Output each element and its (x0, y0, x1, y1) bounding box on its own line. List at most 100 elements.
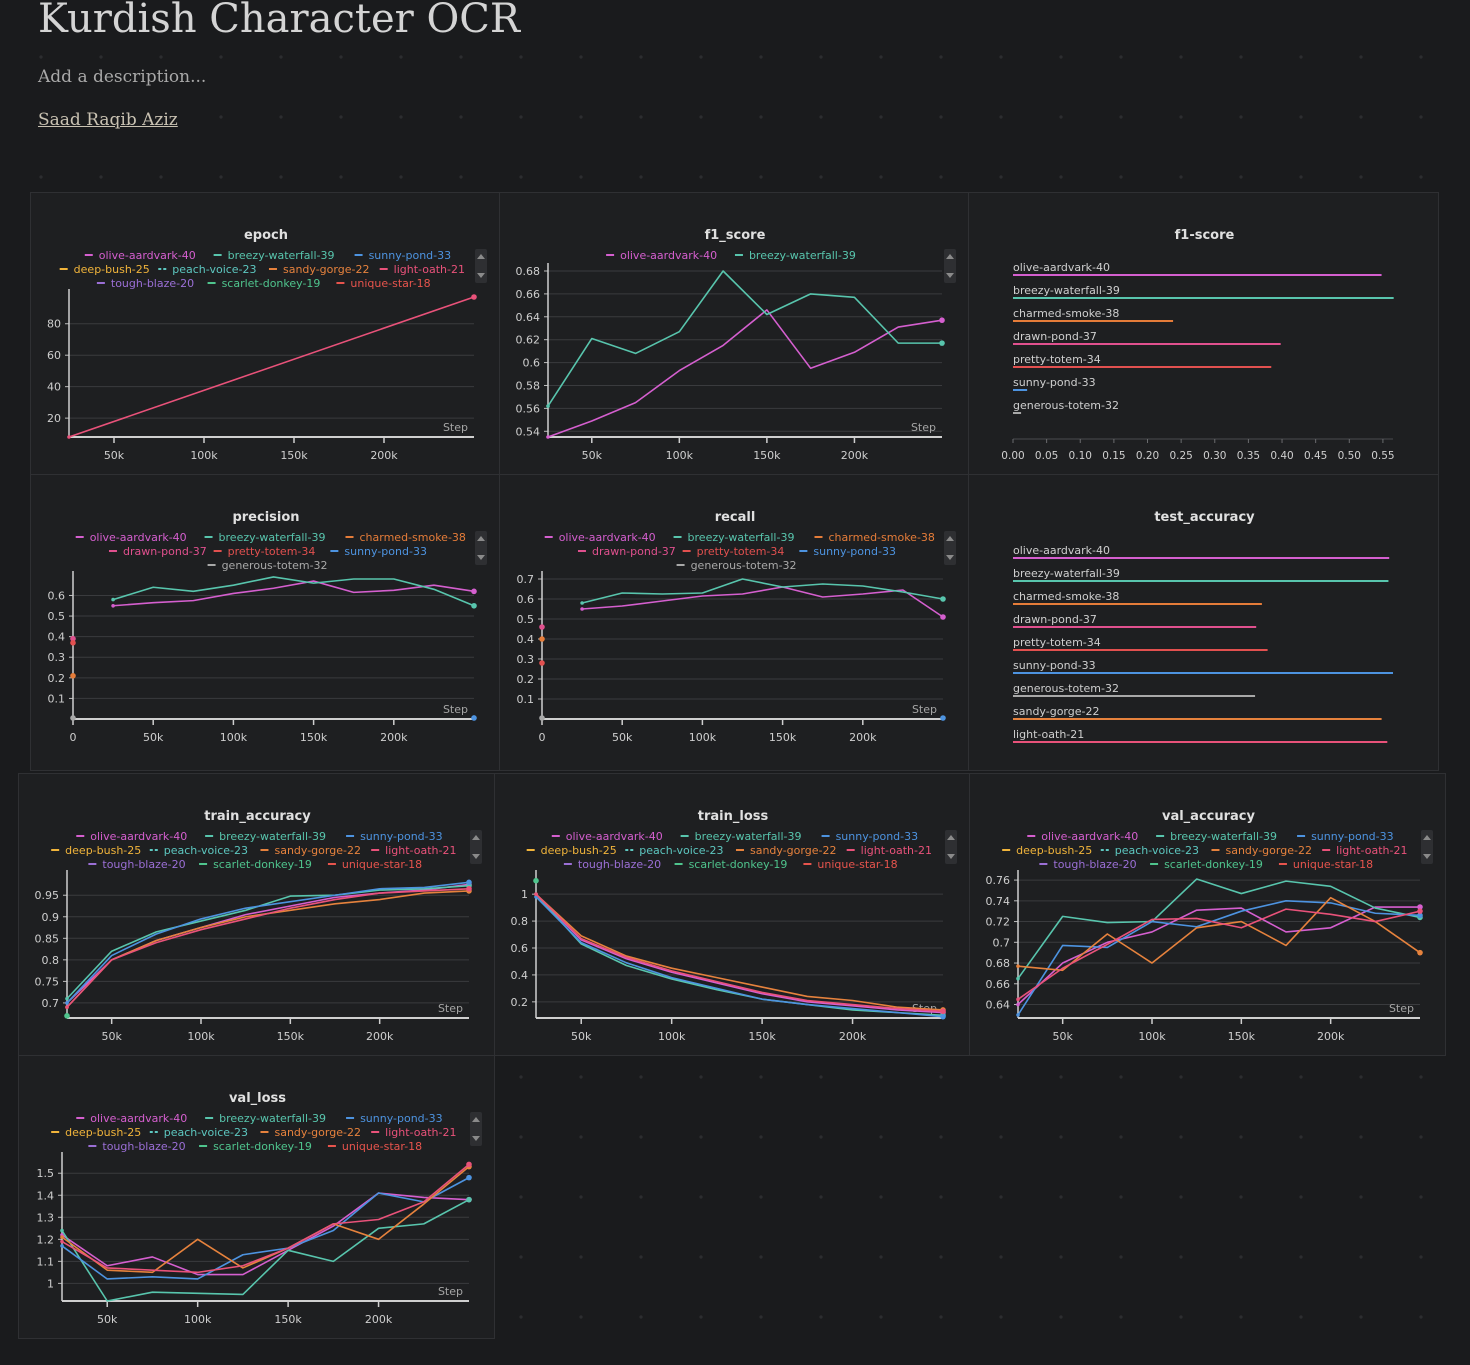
legend-item-light-oath-21[interactable]: light-oath-21 (385, 844, 456, 857)
legend-item-tough-blaze-20[interactable]: tough-blaze-20 (578, 858, 661, 871)
legend-item-scarlet-donkey-19[interactable]: scarlet-donkey-19 (689, 858, 788, 871)
series-point-sandy-gorge-22[interactable] (1016, 964, 1020, 968)
series-point-sunny-pond-33[interactable] (65, 1001, 69, 1005)
legend-item-charmed-smoke-38[interactable]: charmed-smoke-38 (829, 531, 935, 544)
legend-item-sunny-pond-33[interactable]: sunny-pond-33 (360, 1112, 443, 1125)
series-point-olive-aardvark-40[interactable] (1016, 1002, 1020, 1007)
series-point-drawn-pond-37[interactable] (70, 635, 76, 642)
legend-item-deep-bush-25[interactable]: deep-bush-25 (65, 844, 141, 857)
legend-item-sandy-gorge-22[interactable]: sandy-gorge-22 (750, 844, 836, 857)
series-point-olive-aardvark-40[interactable] (940, 614, 946, 620)
series-point-light-oath-21[interactable] (1016, 997, 1020, 1002)
legend-scroll-control[interactable] (470, 830, 482, 864)
legend-item-deep-bush-25[interactable]: deep-bush-25 (541, 844, 617, 857)
series-line-breezy-waterfall-39[interactable] (112, 576, 475, 607)
legend-item-sandy-gorge-22[interactable]: sandy-gorge-22 (1225, 844, 1311, 857)
legend-item-olive-aardvark-40[interactable]: olive-aardvark-40 (620, 249, 717, 262)
chart-val-loss[interactable]: val_loss olive-aardvark-40 breezy-waterfal… (19, 1056, 496, 1340)
legend-item-sandy-gorge-22[interactable]: sandy-gorge-22 (274, 1126, 360, 1139)
chart-precision[interactable]: precision olive-aardvark-40 breezy-waterfa… (31, 475, 501, 772)
series-line-breezy-waterfall-39[interactable] (1017, 878, 1421, 980)
series-point-sunny-pond-33[interactable] (466, 879, 472, 886)
series-line-sandy-gorge-22[interactable] (1017, 896, 1421, 972)
legend-item-tough-blaze-20[interactable]: tough-blaze-20 (1053, 858, 1136, 871)
legend-item-breezy-waterfall-39[interactable]: breezy-waterfall-39 (219, 531, 326, 544)
legend-item-breezy-waterfall-39[interactable]: breezy-waterfall-39 (219, 830, 326, 843)
series-point-sunny-pond-33[interactable] (1016, 1013, 1020, 1017)
series-line-breezy-waterfall-39[interactable] (535, 893, 944, 1017)
series-point-light-oath-21[interactable] (940, 1008, 946, 1015)
series-line-breezy-waterfall-39[interactable] (581, 578, 944, 604)
series-line-olive-aardvark-40[interactable] (61, 1192, 470, 1276)
legend-item-generous-totem-32[interactable]: generous-totem-32 (222, 559, 328, 572)
series-line-sunny-pond-33[interactable] (66, 881, 470, 1004)
series-point-charmed-smoke-38[interactable] (70, 672, 76, 679)
legend-item-drawn-pond-37[interactable]: drawn-pond-37 (592, 545, 676, 558)
chart-val-accuracy[interactable]: val_accuracy olive-aardvark-40 breezy-wate… (970, 774, 1447, 1057)
series-point-breezy-waterfall-39[interactable] (471, 602, 477, 609)
series-point-light-oath-21[interactable] (60, 1239, 64, 1244)
legend-item-peach-voice-23[interactable]: peach-voice-23 (639, 844, 723, 857)
legend-item-sunny-pond-33[interactable]: sunny-pond-33 (836, 830, 919, 843)
legend-item-unique-star-18[interactable]: unique-star-18 (817, 858, 897, 871)
series-line-olive-aardvark-40[interactable] (547, 309, 943, 438)
legend-item-unique-star-18[interactable]: unique-star-18 (350, 277, 430, 290)
legend-item-sunny-pond-33[interactable]: sunny-pond-33 (360, 830, 443, 843)
series-point-olive-aardvark-40[interactable] (939, 317, 945, 324)
series-line-breezy-waterfall-39[interactable] (66, 884, 470, 1000)
series-point-sunny-pond-33[interactable] (466, 1174, 472, 1181)
legend-item-pretty-totem-34[interactable]: pretty-totem-34 (697, 545, 785, 558)
legend-item-breezy-waterfall-39[interactable]: breezy-waterfall-39 (1170, 830, 1277, 843)
series-line-sunny-pond-33[interactable] (1017, 900, 1421, 1016)
legend-item-tough-blaze-20[interactable]: tough-blaze-20 (102, 1140, 185, 1153)
legend-item-charmed-smoke-38[interactable]: charmed-smoke-38 (360, 531, 466, 544)
series-line-light-oath-21[interactable] (61, 1163, 470, 1274)
chart-f1-score[interactable]: f1-score olive-aardvark-40 breezy-waterfal… (969, 193, 1440, 476)
legend-item-generous-totem-32[interactable]: generous-totem-32 (691, 559, 797, 572)
chart-f1-score[interactable]: f1_score olive-aardvark-40 breezy-waterfal… (500, 193, 970, 476)
series-point-light-oath-21[interactable] (67, 435, 71, 439)
legend-item-sandy-gorge-22[interactable]: sandy-gorge-22 (283, 263, 369, 276)
legend-item-olive-aardvark-40[interactable]: olive-aardvark-40 (566, 830, 663, 843)
legend-item-peach-voice-23[interactable]: peach-voice-23 (172, 263, 256, 276)
legend-scroll-control[interactable] (944, 249, 956, 283)
series-point-light-oath-21[interactable] (466, 1161, 472, 1168)
series-line-sandy-gorge-22[interactable] (535, 893, 944, 1011)
legend-item-olive-aardvark-40[interactable]: olive-aardvark-40 (90, 531, 187, 544)
series-point-sandy-gorge-22[interactable] (1417, 949, 1423, 956)
series-point-pretty-totem-34[interactable] (539, 660, 545, 666)
legend-item-sandy-gorge-22[interactable]: sandy-gorge-22 (274, 844, 360, 857)
legend-item-olive-aardvark-40[interactable]: olive-aardvark-40 (99, 249, 196, 262)
legend-item-peach-voice-23[interactable]: peach-voice-23 (164, 1126, 248, 1139)
legend-scroll-control[interactable] (470, 1112, 482, 1146)
legend-scroll-control[interactable] (475, 249, 487, 283)
series-line-breezy-waterfall-39[interactable] (547, 270, 942, 407)
legend-item-breezy-waterfall-39[interactable]: breezy-waterfall-39 (228, 249, 335, 262)
legend-item-breezy-waterfall-39[interactable]: breezy-waterfall-39 (688, 531, 795, 544)
series-point-scarlet-donkey-19[interactable] (64, 1013, 70, 1019)
series-line-light-oath-21[interactable] (1017, 908, 1421, 1000)
series-point-olive-aardvark-40[interactable] (111, 603, 115, 608)
legend-item-breezy-waterfall-39[interactable]: breezy-waterfall-39 (749, 249, 856, 262)
legend-scroll-control[interactable] (1421, 830, 1433, 864)
series-point-breezy-waterfall-39[interactable] (546, 404, 550, 408)
legend-item-sunny-pond-33[interactable]: sunny-pond-33 (344, 545, 427, 558)
series-point-sunny-pond-33[interactable] (940, 715, 946, 721)
series-point-light-oath-21[interactable] (471, 294, 477, 300)
chart-test-accuracy[interactable]: test_accuracy olive-aardvark-40 breezy-wat… (969, 475, 1440, 772)
legend-item-peach-voice-23[interactable]: peach-voice-23 (1115, 844, 1199, 857)
series-point-breezy-waterfall-39[interactable] (939, 340, 945, 346)
legend-item-olive-aardvark-40[interactable]: olive-aardvark-40 (559, 531, 656, 544)
series-point-olive-aardvark-40[interactable] (471, 588, 477, 595)
legend-item-sunny-pond-33[interactable]: sunny-pond-33 (813, 545, 896, 558)
series-point-breezy-waterfall-39[interactable] (65, 996, 69, 1001)
legend-item-olive-aardvark-40[interactable]: olive-aardvark-40 (90, 830, 187, 843)
page-description[interactable]: Add a description... (38, 67, 207, 87)
series-point-sandy-gorge-22[interactable] (60, 1235, 64, 1239)
series-point-olive-aardvark-40[interactable] (546, 435, 550, 439)
legend-scroll-control[interactable] (475, 531, 487, 565)
legend-item-deep-bush-25[interactable]: deep-bush-25 (65, 1126, 141, 1139)
legend-item-drawn-pond-37[interactable]: drawn-pond-37 (123, 545, 207, 558)
chart-recall[interactable]: recall olive-aardvark-40 breezy-waterfall-… (500, 475, 970, 772)
series-point-scarlet-donkey-19[interactable] (533, 877, 539, 884)
